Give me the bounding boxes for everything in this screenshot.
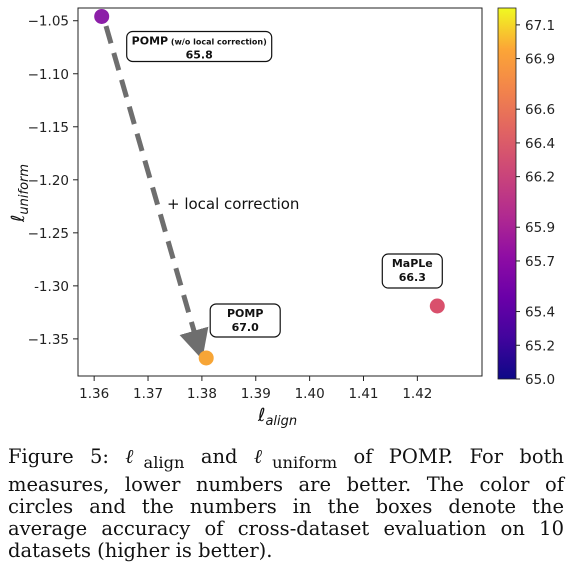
y-tick-label: −1.05 xyxy=(28,14,69,30)
plot-frame xyxy=(77,7,483,377)
colorbar-tick-label: 66.4 xyxy=(525,136,555,152)
x-tick-label: 1.37 xyxy=(133,386,163,402)
colorbar-tick-label: 65.2 xyxy=(525,338,555,354)
point-label-box xyxy=(381,253,443,289)
colorbar-tick-label: 65.0 xyxy=(525,372,555,388)
x-tick-label: 1.41 xyxy=(348,386,378,402)
y-tick-label: −1.35 xyxy=(28,332,69,348)
point-label-value: 66.3 xyxy=(399,271,426,284)
point-label-name: POMP (w/o local correction) xyxy=(132,34,267,47)
point-label-box xyxy=(126,30,273,63)
colorbar xyxy=(497,7,517,380)
point-label-value: 67.0 xyxy=(232,321,259,334)
figure-caption: Figure 5: ℓalign and ℓuniform of POMP. F… xyxy=(8,446,564,562)
caption-l-align: ℓ xyxy=(125,445,144,468)
x-axis-label: ℓalign xyxy=(257,405,297,429)
caption-l-uniform: ℓ xyxy=(253,445,273,468)
y-tick-label: -1.30 xyxy=(34,279,69,295)
y-tick-label: −1.10 xyxy=(28,67,69,83)
scatter-chart: −1.05 −1.10 −1.15 −1.20 −1.25 -1.30 −1.35 1.36… xyxy=(8,7,555,429)
x-tick-label: 1.36 xyxy=(79,386,109,402)
data-points xyxy=(94,8,445,366)
y-axis-label: ℓuniform xyxy=(8,164,32,223)
x-tick-label: 1.40 xyxy=(295,386,325,402)
y-axis-ticks: −1.05 −1.10 −1.15 −1.20 −1.25 -1.30 −1.35 xyxy=(28,14,78,348)
point-label-box xyxy=(209,303,281,338)
colorbar-tick-label: 65.9 xyxy=(525,220,555,236)
colorbar-tick-label: 66.9 xyxy=(525,52,555,68)
caption-label: Figure 5: xyxy=(8,445,126,468)
x-tick-label: 1.39 xyxy=(241,386,271,402)
caption-l-align-sub: align xyxy=(143,452,185,472)
colorbar-tick-label: 65.7 xyxy=(525,254,555,270)
x-tick-label: 1.42 xyxy=(402,386,432,402)
y-tick-label: −1.25 xyxy=(28,226,69,242)
colorbar-ticks: 65.0 65.2 65.4 65.7 65.9 66.2 66.4 66.6 66.9 67.1 xyxy=(516,18,555,388)
colorbar-tick-label: 66.2 xyxy=(525,170,555,186)
x-axis-ticks: 1.36 1.37 1.38 1.39 1.40 1.41 1.42 xyxy=(79,376,432,402)
caption-l-uniform-sub: uniform xyxy=(272,452,338,472)
local-correction-label: + local correction xyxy=(167,195,299,213)
colorbar-tick-label: 65.4 xyxy=(525,305,555,321)
point-label-name: POMP xyxy=(227,307,263,320)
point-label-value: 65.8 xyxy=(186,48,213,61)
point-label-name: MaPLe xyxy=(392,257,433,270)
local-correction-arrow xyxy=(103,25,209,360)
colorbar-tick-label: 67.1 xyxy=(525,18,555,34)
data-point xyxy=(94,8,110,24)
y-tick-label: −1.15 xyxy=(28,120,69,136)
data-point xyxy=(198,350,214,366)
data-point xyxy=(429,298,445,314)
caption-and: and xyxy=(184,445,254,468)
colorbar-tick-label: 66.6 xyxy=(525,102,555,118)
x-tick-label: 1.38 xyxy=(187,386,217,402)
y-tick-label: −1.20 xyxy=(28,173,69,189)
